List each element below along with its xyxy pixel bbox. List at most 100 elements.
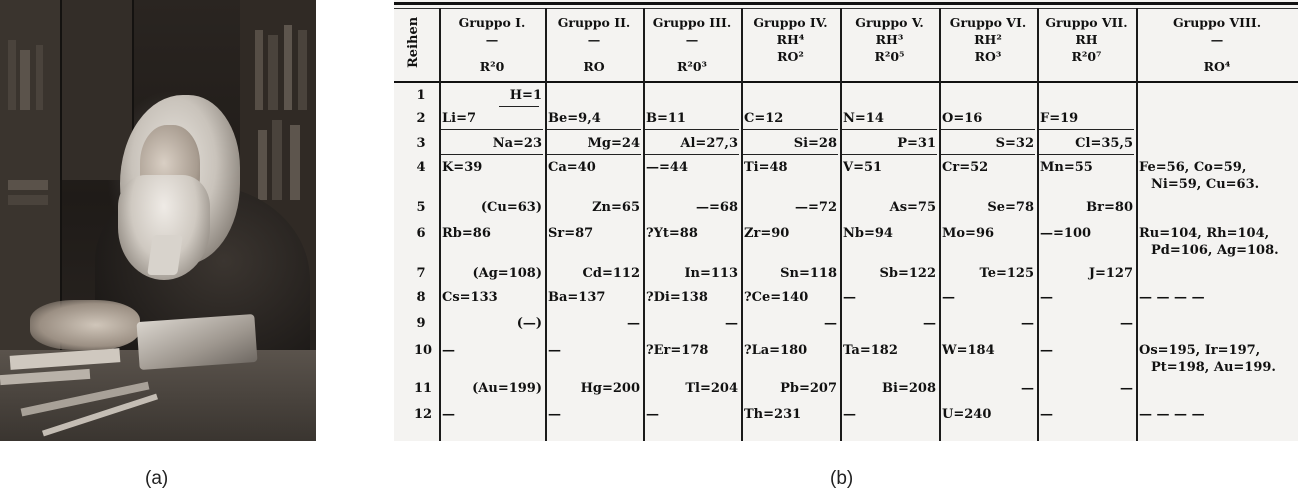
element-cell: B=11 bbox=[646, 111, 686, 126]
row-number: 9 bbox=[416, 316, 426, 331]
element-cell: Cl=35,5 bbox=[1075, 136, 1133, 151]
element-cell: ?Er=178 bbox=[646, 343, 709, 358]
mendeleev-periodic-table: Reihen Gruppo I. — R²0 Gruppo II. — RO Gruppo … bbox=[394, 0, 1298, 441]
group-oxide-formula: RO² bbox=[777, 49, 804, 64]
element-cell: V=51 bbox=[843, 160, 883, 175]
group-header: Gruppo IV. RH⁴ RO² bbox=[743, 14, 838, 65]
element-cell: Ru=104, Rh=104, bbox=[1139, 226, 1270, 241]
element-cell: (—) bbox=[516, 316, 542, 331]
caption-a: (a) bbox=[145, 468, 169, 489]
element-cell: U=240 bbox=[942, 407, 992, 422]
row-number: 2 bbox=[416, 111, 426, 126]
element-cell: O=16 bbox=[942, 111, 983, 126]
element-cell: — bbox=[1021, 316, 1034, 331]
cell-underline bbox=[842, 129, 937, 130]
element-cell: Os=195, Ir=197, bbox=[1139, 343, 1261, 358]
element-cell: Se=78 bbox=[987, 200, 1034, 215]
element-cell: Pb=207 bbox=[780, 381, 837, 396]
row-number: 10 bbox=[414, 343, 433, 358]
element-cell: — bbox=[725, 316, 738, 331]
element-cell: Si=28 bbox=[793, 136, 837, 151]
element-cell: (Au=199) bbox=[472, 381, 542, 396]
element-cell: — bbox=[442, 407, 455, 422]
element-cell: — bbox=[548, 407, 561, 422]
element-cell: — — — — bbox=[1139, 290, 1205, 305]
group-header: Gruppo III. — R²0³ bbox=[645, 14, 739, 75]
element-cell: F=19 bbox=[1040, 111, 1079, 126]
group-hydride-formula: RH² bbox=[974, 32, 1002, 47]
element-cell: Zr=90 bbox=[744, 226, 790, 241]
column-divider bbox=[439, 8, 441, 441]
group-oxide-formula: R²0⁷ bbox=[1071, 49, 1102, 64]
element-cell: Zn=65 bbox=[592, 200, 640, 215]
row-number: 3 bbox=[416, 136, 426, 151]
element-cell: Mo=96 bbox=[942, 226, 995, 241]
group-dash: — bbox=[587, 32, 601, 47]
element-cell: Ba=137 bbox=[548, 290, 606, 305]
element-cell: — bbox=[843, 290, 856, 305]
group-name: Gruppo IV. bbox=[753, 15, 828, 30]
group-name: Gruppo V. bbox=[855, 15, 924, 30]
element-cell: As=75 bbox=[889, 200, 936, 215]
group-name: Gruppo VI. bbox=[949, 15, 1027, 30]
group-header: Gruppo VII. RH R²0⁷ bbox=[1039, 14, 1134, 65]
element-cell: Th=231 bbox=[744, 407, 802, 422]
element-cell: — bbox=[442, 343, 455, 358]
element-cell: — bbox=[942, 290, 955, 305]
element-cell: — bbox=[548, 343, 561, 358]
element-cell: Mg=24 bbox=[587, 136, 640, 151]
group-hydride-formula: RH bbox=[1075, 32, 1098, 47]
cell-underline bbox=[941, 129, 1035, 130]
element-cell: Tl=204 bbox=[685, 381, 738, 396]
element-cell: —=44 bbox=[646, 160, 688, 175]
element-cell: —=100 bbox=[1040, 226, 1092, 241]
row-number: 7 bbox=[416, 266, 426, 281]
top-border bbox=[394, 2, 1298, 5]
cell-underline bbox=[547, 154, 641, 155]
element-cell: — bbox=[1040, 290, 1053, 305]
element-cell: Te=125 bbox=[979, 266, 1034, 281]
element-cell: — bbox=[646, 407, 659, 422]
element-cell: ?Yt=88 bbox=[646, 226, 698, 241]
element-cell: Ca=40 bbox=[548, 160, 596, 175]
element-cell: P=31 bbox=[897, 136, 936, 151]
group-header: Gruppo II. — RO bbox=[547, 14, 641, 75]
reihen-header: Reihen bbox=[406, 16, 421, 68]
cell-underline bbox=[743, 154, 838, 155]
column-divider bbox=[840, 8, 842, 441]
element-cell: — bbox=[1021, 381, 1034, 396]
element-cell: ?La=180 bbox=[744, 343, 808, 358]
element-cell: Pd=106, Ag=108. bbox=[1151, 243, 1279, 258]
element-cell: Rb=86 bbox=[442, 226, 491, 241]
group-header: Gruppo I. — R²0 bbox=[441, 14, 543, 75]
element-cell: Sn=118 bbox=[780, 266, 837, 281]
element-cell: Ni=59, Cu=63. bbox=[1151, 177, 1260, 192]
cell-underline bbox=[743, 129, 838, 130]
cell-underline bbox=[645, 129, 739, 130]
element-cell: Ta=182 bbox=[843, 343, 898, 358]
group-header: Gruppo VI. RH² RO³ bbox=[941, 14, 1035, 65]
group-name: Gruppo II. bbox=[557, 15, 631, 30]
group-oxide-formula: R²0³ bbox=[676, 59, 708, 74]
element-cell: Cd=112 bbox=[582, 266, 640, 281]
element-cell: (Ag=108) bbox=[472, 266, 542, 281]
row-number: 4 bbox=[416, 160, 426, 175]
element-cell: N=14 bbox=[843, 111, 884, 126]
row-number: 1 bbox=[416, 88, 426, 103]
element-cell: — bbox=[824, 316, 837, 331]
group-name: Gruppo VIII. bbox=[1172, 15, 1262, 30]
element-cell: — bbox=[843, 407, 856, 422]
row-number: 8 bbox=[416, 290, 426, 305]
group-name: Gruppo I. bbox=[458, 15, 526, 30]
element-cell: Hg=200 bbox=[580, 381, 640, 396]
element-cell: C=12 bbox=[744, 111, 784, 126]
element-cell: Cs=133 bbox=[442, 290, 498, 305]
header-rule bbox=[394, 81, 1298, 83]
group-oxide-formula: RO³ bbox=[974, 49, 1002, 64]
element-cell: Mn=55 bbox=[1040, 160, 1093, 175]
group-oxide-formula: RO⁴ bbox=[1203, 59, 1231, 74]
element-cell: —=68 bbox=[696, 200, 738, 215]
element-cell: ?Ce=140 bbox=[744, 290, 809, 305]
element-cell: Al=27,3 bbox=[680, 136, 738, 151]
element-cell: J=127 bbox=[1088, 266, 1133, 281]
